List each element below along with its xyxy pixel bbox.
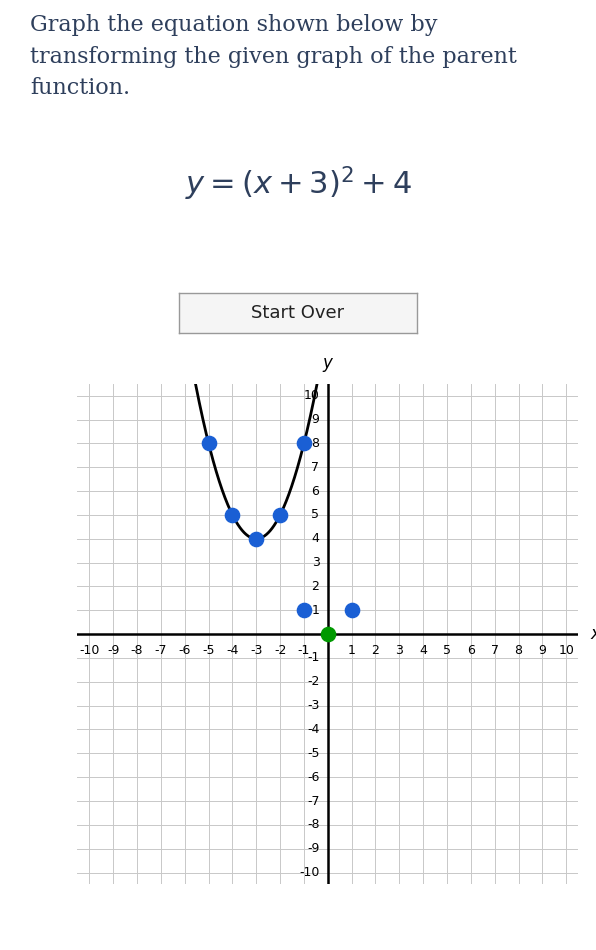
Text: x: x <box>590 625 596 643</box>
Text: -9: -9 <box>307 843 319 855</box>
Text: 7: 7 <box>491 644 499 656</box>
Text: -5: -5 <box>203 644 215 656</box>
Text: 3: 3 <box>395 644 403 656</box>
Text: Start Over: Start Over <box>252 304 344 321</box>
Point <box>347 602 356 618</box>
Point <box>299 602 309 618</box>
Text: 6: 6 <box>312 484 319 498</box>
Text: y: y <box>323 354 333 371</box>
Text: -1: -1 <box>298 644 310 656</box>
Text: -4: -4 <box>307 723 319 736</box>
Text: -10: -10 <box>79 644 100 656</box>
Text: 1: 1 <box>347 644 356 656</box>
Text: -9: -9 <box>107 644 119 656</box>
Text: $y = (x + 3)^2 + 4$: $y = (x + 3)^2 + 4$ <box>185 164 411 203</box>
Text: -5: -5 <box>307 747 319 760</box>
Text: 8: 8 <box>312 437 319 450</box>
Text: -3: -3 <box>250 644 262 656</box>
Text: -2: -2 <box>307 675 319 689</box>
Text: 4: 4 <box>419 644 427 656</box>
Text: -10: -10 <box>299 866 319 879</box>
Text: -2: -2 <box>274 644 286 656</box>
Point <box>299 436 309 451</box>
Point <box>228 507 237 522</box>
Point <box>323 627 333 642</box>
Text: 2: 2 <box>371 644 380 656</box>
Text: 6: 6 <box>467 644 475 656</box>
Text: -4: -4 <box>226 644 238 656</box>
Text: -6: -6 <box>179 644 191 656</box>
Text: 7: 7 <box>312 461 319 474</box>
Text: 10: 10 <box>558 644 574 656</box>
Text: -7: -7 <box>155 644 167 656</box>
Point <box>204 436 213 451</box>
Point <box>252 531 261 546</box>
Text: -7: -7 <box>307 794 319 808</box>
Point <box>275 507 285 522</box>
Text: -6: -6 <box>307 770 319 784</box>
Text: 10: 10 <box>303 390 319 402</box>
Text: -8: -8 <box>131 644 143 656</box>
Text: -1: -1 <box>307 652 319 664</box>
Text: 5: 5 <box>312 508 319 522</box>
Text: Graph the equation shown below by
transforming the given graph of the parent
fun: Graph the equation shown below by transf… <box>30 14 517 99</box>
Text: 9: 9 <box>538 644 547 656</box>
Text: 1: 1 <box>312 604 319 617</box>
Text: 2: 2 <box>312 580 319 593</box>
Text: -8: -8 <box>307 818 319 831</box>
Text: 9: 9 <box>312 413 319 426</box>
Text: 5: 5 <box>443 644 451 656</box>
Text: 8: 8 <box>514 644 523 656</box>
Text: -3: -3 <box>307 699 319 712</box>
Text: 4: 4 <box>312 532 319 545</box>
Text: 3: 3 <box>312 556 319 569</box>
